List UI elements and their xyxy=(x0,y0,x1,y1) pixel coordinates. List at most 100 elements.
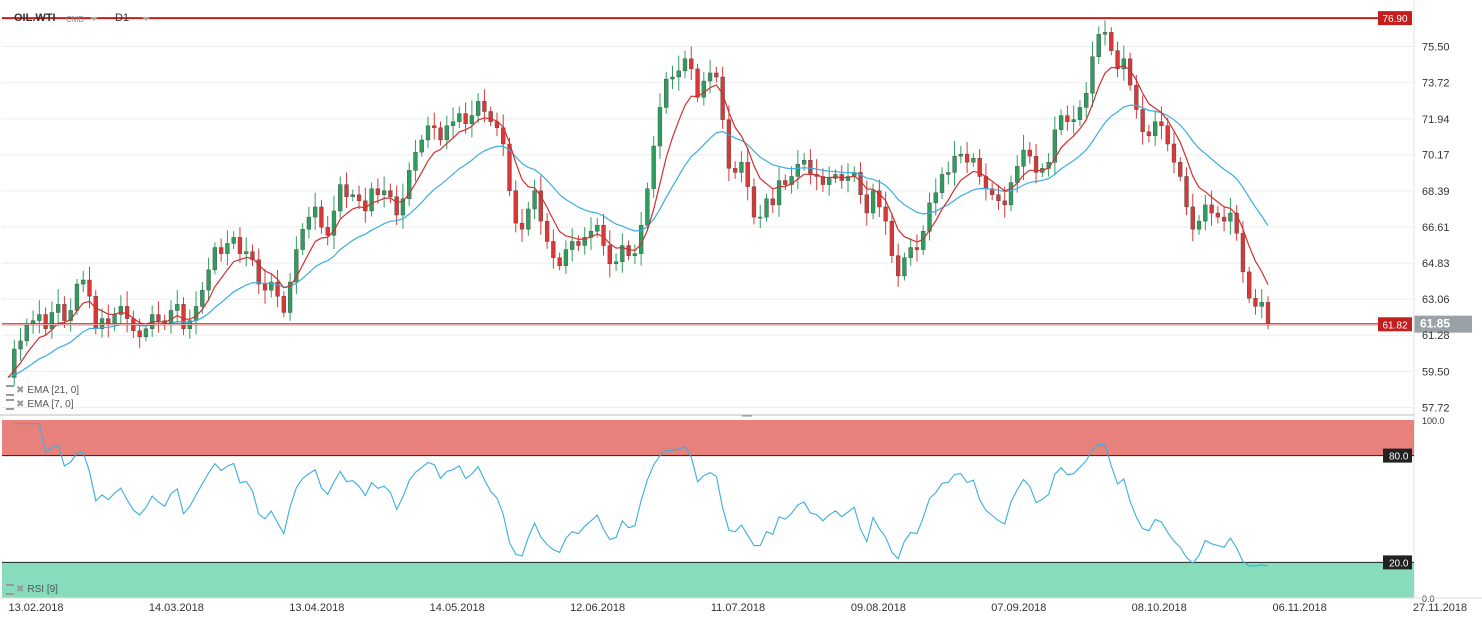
candle-body xyxy=(350,194,355,197)
settings-icon[interactable] xyxy=(6,385,14,396)
candle-body xyxy=(626,245,631,256)
candle-body xyxy=(1021,149,1026,167)
candle-body xyxy=(206,269,211,291)
candle-body xyxy=(657,107,663,147)
symbol-dropdown-chevron-icon[interactable] xyxy=(90,17,98,21)
candle-body xyxy=(1228,212,1233,222)
candle-body xyxy=(438,127,443,141)
candle-body xyxy=(476,101,481,116)
candles xyxy=(12,20,1271,386)
candle-body xyxy=(1033,155,1039,173)
candle-body xyxy=(1027,149,1032,157)
candle-body xyxy=(557,257,562,266)
rsi-tick-label: 100.0 xyxy=(1422,416,1445,426)
candle-body xyxy=(1058,115,1064,130)
candle-body xyxy=(200,289,205,307)
candle-body xyxy=(369,188,374,212)
x-tick-label: 11.07.2018 xyxy=(711,602,765,614)
ema7-line xyxy=(7,64,1269,378)
candle-body xyxy=(776,180,782,206)
candle-body xyxy=(827,178,832,185)
candle-body xyxy=(338,184,343,212)
candle-body xyxy=(783,180,788,185)
candle-body xyxy=(1015,166,1020,183)
legend-rsi[interactable]: ✖ RSI [9] xyxy=(6,584,58,595)
resistance-label: 76.90 xyxy=(1382,14,1407,25)
candle-body xyxy=(764,198,769,218)
x-tick-label: 14.05.2018 xyxy=(430,602,485,614)
candle-body xyxy=(1190,206,1195,230)
candle-body xyxy=(1159,121,1164,126)
candle-body xyxy=(225,243,230,254)
rsi-tick-label: 0.0 xyxy=(1422,594,1435,604)
candle-body xyxy=(469,115,475,124)
candle-body xyxy=(914,247,920,250)
close-icon[interactable]: ✖ xyxy=(16,399,25,411)
legend-rsi-label: RSI [9] xyxy=(27,584,58,596)
candle-body xyxy=(1221,216,1227,222)
candle-body xyxy=(319,206,324,228)
candle-body xyxy=(463,113,468,124)
candle-body xyxy=(74,283,80,311)
candle-body xyxy=(1052,129,1058,163)
rsi-level-badge xyxy=(1383,555,1412,570)
candle-body xyxy=(908,247,913,258)
candle-body xyxy=(37,314,42,321)
symbol-label[interactable]: OIL.WTI xyxy=(14,12,56,24)
settings-icon[interactable] xyxy=(6,584,14,595)
x-axis: 13.02.2018 14.03.2018 13.04.2018 14.05.2018… xyxy=(8,602,1467,614)
candle-body xyxy=(325,227,330,236)
candle-body xyxy=(49,312,55,329)
candle-body xyxy=(1115,50,1120,70)
candle-body xyxy=(218,247,224,254)
legend-ema21[interactable]: ✖ EMA [21, 0] xyxy=(6,385,79,396)
legend-ema7[interactable]: ✖ EMA [7, 0] xyxy=(6,399,74,410)
candle-body xyxy=(43,314,48,329)
price-tick-label: 75.50 xyxy=(1422,42,1450,54)
settings-icon[interactable] xyxy=(6,399,14,410)
rsi-level-badge xyxy=(1383,448,1412,463)
price-tick-label: 73.72 xyxy=(1422,78,1450,90)
candle-body xyxy=(432,125,437,128)
candle-body xyxy=(645,188,650,226)
candle-body xyxy=(275,281,280,297)
candle-body xyxy=(1127,58,1133,86)
candle-body xyxy=(250,251,255,260)
candle-body xyxy=(883,206,888,222)
candle-body xyxy=(363,200,368,212)
candle-body xyxy=(795,164,800,177)
candle-body xyxy=(820,176,826,185)
legend-ema7-label: EMA [7, 0] xyxy=(27,399,74,411)
candle-body xyxy=(1065,115,1070,122)
candle-body xyxy=(595,224,600,232)
candle-body xyxy=(331,210,337,236)
candle-body xyxy=(419,139,424,153)
candle-body xyxy=(770,198,775,206)
price-tick-label: 59.50 xyxy=(1422,366,1450,378)
candle-body xyxy=(306,216,312,230)
candle-body xyxy=(682,58,688,72)
candle-body xyxy=(112,314,117,325)
candle-body xyxy=(845,176,851,181)
close-icon[interactable]: ✖ xyxy=(16,584,25,596)
timeframe-dropdown-chevron-icon[interactable] xyxy=(142,17,150,21)
x-tick-label: 14.03.2018 xyxy=(149,602,204,614)
candle-body xyxy=(513,190,518,224)
candle-body xyxy=(193,306,199,321)
candle-body xyxy=(896,255,901,277)
candle-body xyxy=(1077,107,1083,120)
candle-body xyxy=(269,281,274,291)
candle-body xyxy=(87,279,92,297)
candle-body xyxy=(256,259,261,285)
rsi-tick-label: 20.0 xyxy=(1389,558,1409,569)
candle-body xyxy=(714,72,719,78)
candle-body xyxy=(1146,131,1152,137)
rsi-line xyxy=(14,423,1269,567)
candle-body xyxy=(758,216,763,219)
candle-body xyxy=(958,153,963,157)
candle-body xyxy=(262,283,268,291)
timeframe-selector[interactable]: D1 xyxy=(115,12,130,24)
close-icon[interactable]: ✖ xyxy=(16,385,25,397)
candle-body xyxy=(175,304,180,311)
